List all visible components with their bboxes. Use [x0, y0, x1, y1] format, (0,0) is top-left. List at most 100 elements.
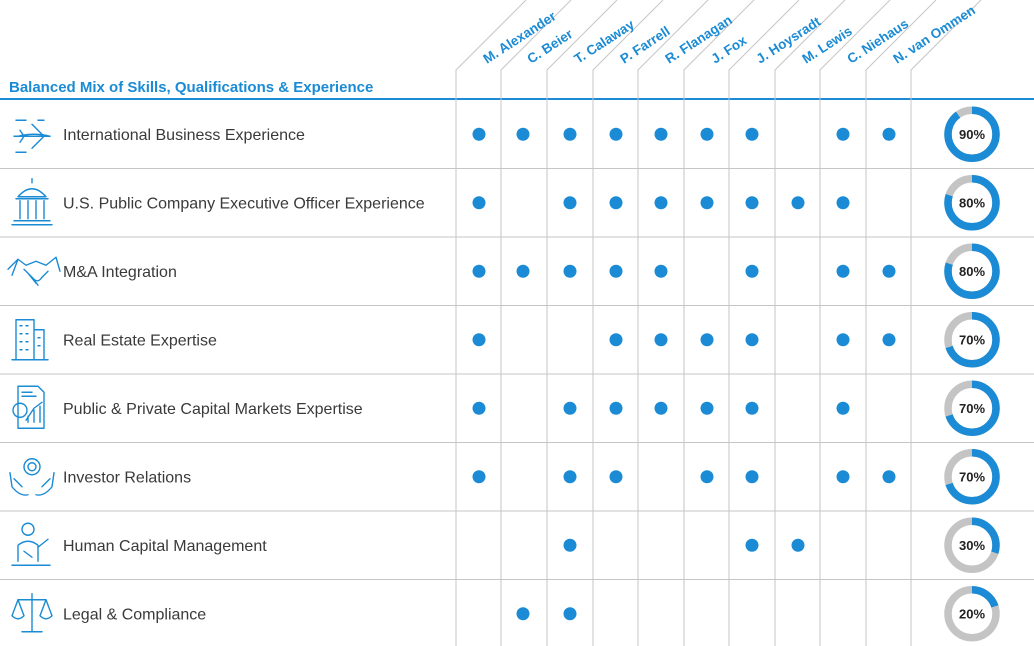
skill-dot [745, 196, 759, 210]
skill-label: M&A Integration [63, 264, 177, 281]
skill-dot [609, 333, 623, 347]
skill-dot [836, 196, 850, 210]
column-divider [728, 0, 800, 646]
skill-dot [609, 264, 623, 278]
skill-dot [882, 333, 896, 347]
skill-dot [516, 127, 530, 141]
skill-dot [654, 401, 668, 415]
skill-dot [836, 127, 850, 141]
person-presenting-icon [11, 522, 51, 566]
grid-lines [455, 0, 982, 646]
skill-dot [563, 127, 577, 141]
skill-dot [836, 264, 850, 278]
skill-dot [882, 470, 896, 484]
skill-dot [472, 333, 486, 347]
skill-dot [472, 470, 486, 484]
donut-progress [944, 106, 1000, 162]
skill-row: Legal & Compliance 20% [11, 586, 1000, 642]
donut-progress [944, 586, 1000, 642]
skill-dot [563, 538, 577, 552]
percent-label: 70% [959, 401, 985, 416]
skill-dot [745, 127, 759, 141]
donut-progress [944, 312, 1000, 368]
skill-label: Human Capital Management [63, 538, 267, 555]
financial-report-icon [12, 385, 45, 429]
skill-dot [516, 264, 530, 278]
percent-label: 20% [959, 606, 985, 621]
skill-row: Investor Relations 70% [0, 449, 1034, 512]
skill-row: International Business Experience 90% [0, 106, 1034, 169]
skill-dot [609, 196, 623, 210]
skill-label: Public & Private Capital Markets Experti… [63, 401, 363, 418]
percent-label: 70% [959, 332, 985, 347]
skill-dot [609, 127, 623, 141]
skill-dot [700, 127, 714, 141]
column-divider [865, 0, 937, 646]
percent-label: 30% [959, 538, 985, 553]
skill-dot [882, 127, 896, 141]
skill-dot [791, 196, 805, 210]
capitol-building-icon [11, 178, 53, 226]
column-divider [637, 0, 709, 646]
skill-dot [745, 264, 759, 278]
skill-dot [700, 196, 714, 210]
donut-progress [944, 449, 1000, 505]
skill-row: U.S. Public Company Executive Officer Ex… [0, 175, 1034, 238]
skill-dot [882, 264, 896, 278]
office-building-icon [11, 319, 49, 361]
percent-label: 80% [959, 264, 985, 279]
percent-label: 90% [959, 127, 985, 142]
donut-progress [944, 380, 1000, 436]
column-divider [683, 0, 755, 646]
skill-dot [654, 333, 668, 347]
airplane-icon [13, 119, 51, 153]
skill-row: Real Estate Expertise 70% [0, 312, 1034, 375]
hands-gear-dollar-icon [9, 458, 55, 496]
skill-row: Human Capital Management 30% [0, 517, 1034, 580]
column-divider [774, 0, 846, 646]
handshake-icon [7, 256, 61, 286]
skill-label: Real Estate Expertise [63, 332, 217, 349]
director-name: N. van Ommen [890, 2, 977, 66]
skill-dot [563, 264, 577, 278]
scales-icon [11, 593, 53, 633]
skill-dot [563, 401, 577, 415]
chart-title: Balanced Mix of Skills, Qualifications &… [9, 79, 373, 96]
donut-progress [944, 517, 1000, 573]
skill-dot [700, 470, 714, 484]
skill-dot [700, 401, 714, 415]
skill-dot [836, 401, 850, 415]
skill-dot [472, 127, 486, 141]
skill-row: Public & Private Capital Markets Experti… [0, 380, 1034, 443]
skill-dot [609, 470, 623, 484]
skill-dot [745, 333, 759, 347]
skill-dot [745, 470, 759, 484]
skill-rows: International Business Experience 90% U.S.… [0, 106, 1034, 642]
column-divider [500, 0, 572, 646]
column-divider [592, 0, 664, 646]
percent-label: 70% [959, 469, 985, 484]
column-divider [455, 0, 527, 646]
skill-dot [563, 196, 577, 210]
skill-dot [654, 264, 668, 278]
skill-dot [472, 401, 486, 415]
skill-label: U.S. Public Company Executive Officer Ex… [63, 195, 425, 212]
percent-label: 80% [959, 195, 985, 210]
skill-dot [563, 607, 577, 621]
skill-dot [654, 196, 668, 210]
skill-dot [745, 401, 759, 415]
skill-dot [472, 196, 486, 210]
donut-progress [944, 243, 1000, 299]
donut-progress [944, 175, 1000, 231]
director-name: M. Alexander [480, 8, 559, 66]
skill-dot [563, 470, 577, 484]
skill-dot [745, 538, 759, 552]
skill-dot [516, 607, 530, 621]
column-divider [819, 0, 891, 646]
column-divider [546, 0, 618, 646]
skill-dot [654, 127, 668, 141]
skill-label: Investor Relations [63, 469, 191, 486]
skill-dot [609, 401, 623, 415]
